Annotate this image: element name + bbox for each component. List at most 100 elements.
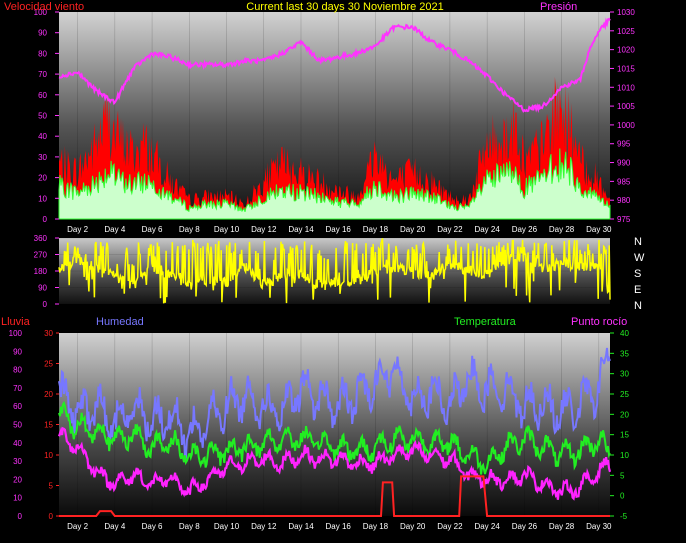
pressure-tick-label: 995 [617,140,631,149]
rain-humidity-tick-label: 70 [13,384,22,393]
wind-speed-tick-label: 60 [38,91,47,100]
x-tick-label: Day 28 [549,225,575,234]
wind-average-area [58,148,611,220]
wind-speed-label: Velocidad viento [4,1,84,13]
x-tick-label: Day 8 [179,522,200,531]
direction-axis: 0 90 180 270 360 [34,234,59,309]
wind-speed-tick-label: 30 [38,153,47,162]
temperature-tick-label: 10 [620,451,629,460]
x-tick-label: Day 28 [549,522,575,531]
direction-tick-label: 90 [38,284,47,293]
cardinal-label-n-top: N [634,236,642,248]
cardinal-label-w: W [634,252,645,264]
wind-speed-tick-label: 10 [38,194,47,203]
cardinal-label-n-bottom: N [634,300,642,312]
x-tick-label: Day 12 [251,225,277,234]
temperature-tick-label: 20 [620,410,629,419]
rain-tick-label: 20 [44,390,53,399]
x-tick-label: Day 30 [586,225,612,234]
pressure-tick-label: 985 [617,177,631,186]
pressure-tick-label: 980 [617,196,631,205]
rain-humidity-tick-label: 0 [18,512,23,521]
wind-speed-tick-label: 80 [38,49,47,58]
humidity-rain-axes: 0 10 20 30 40 50 60 70 80 90 100 0 5 10 15 20 25 30 [9,329,59,521]
dewpoint-label: Punto rocío [571,316,627,328]
humidity-line [58,347,611,459]
x-tick-label: Day 2 [67,522,88,531]
direction-tick-label: 0 [43,300,48,309]
pressure-tick-label: 990 [617,159,631,168]
cardinal-labels: N W S E N [634,236,645,312]
x-tick-label: Day 26 [512,522,538,531]
x-tick-label: Day 14 [288,522,314,531]
wind-panel-marks [58,17,611,220]
humidity-panel-marks [57,347,612,517]
rain-tick-label: 25 [44,360,53,369]
wind-panel-x-axis: Day 2 Day 4 Day 6 Day 8 Day 10 Day 12 Day 14 Da… [67,225,612,234]
x-tick-label: Day 22 [437,522,463,531]
rain-line [59,475,610,517]
rain-humidity-tick-label: 40 [13,439,22,448]
rain-humidity-tick-label: 30 [13,457,22,466]
wind-speed-tick-label: 20 [38,174,47,183]
rain-humidity-tick-label: 10 [13,494,22,503]
x-tick-label: Day 4 [104,522,125,531]
cardinal-label-e: E [634,284,641,296]
wind-speed-tick-label: 40 [38,132,47,141]
humidity-panel-grid [77,333,600,516]
pressure-tick-label: 1005 [617,102,635,111]
x-tick-label: Day 2 [67,225,88,234]
wind-speed-tick-label: 70 [38,70,47,79]
rain-tick-label: 5 [49,482,54,491]
temperature-label: Temperatura [454,316,517,328]
pressure-tick-label: 1025 [617,27,635,36]
direction-tick-label: 360 [34,234,48,243]
wind-speed-tick-label: 90 [38,29,47,38]
chart-title: Current last 30 days 30 Noviembre 2021 [246,1,444,13]
x-tick-label: Day 20 [400,522,426,531]
wind-speed-tick-label: 100 [34,8,48,17]
rain-humidity-tick-label: 90 [13,347,22,356]
temperature-tick-label: 30 [620,370,629,379]
x-tick-label: Day 10 [214,225,240,234]
pressure-tick-label: 975 [617,215,631,224]
rain-tick-label: 10 [44,451,53,460]
x-tick-label: Day 10 [214,522,240,531]
pressure-line [58,17,611,113]
rain-label: Lluvia [1,316,31,328]
x-tick-label: Day 6 [142,522,163,531]
wind-speed-axis: 0 10 20 30 40 50 60 70 80 90 100 [34,8,59,224]
rain-tick-label: 15 [44,421,53,430]
rain-humidity-tick-label: 60 [13,402,22,411]
x-tick-label: Day 4 [104,225,125,234]
temperature-tick-label: 0 [620,492,625,501]
x-tick-label: Day 8 [179,225,200,234]
direction-tick-label: 270 [34,251,48,260]
temperature-axis: -5 0 5 10 15 20 25 30 35 40 [610,329,629,521]
rain-humidity-tick-label: 100 [9,329,23,338]
rain-tick-label: 30 [44,329,53,338]
pressure-tick-label: 1015 [617,64,635,73]
x-tick-label: Day 18 [363,522,389,531]
wind-speed-tick-label: 0 [43,215,48,224]
rain-tick-label: 0 [49,512,54,521]
rain-humidity-tick-label: 80 [13,366,22,375]
x-tick-label: Day 26 [512,225,538,234]
x-tick-label: Day 6 [142,225,163,234]
temperature-tick-label: 25 [620,390,629,399]
x-tick-label: Day 20 [400,225,426,234]
humidity-label: Humedad [96,316,144,328]
rain-humidity-tick-label: 20 [13,475,22,484]
temperature-tick-label: 40 [620,329,629,338]
x-tick-label: Day 24 [474,522,500,531]
pressure-tick-label: 1000 [617,121,635,130]
x-tick-label: Day 14 [288,225,314,234]
wind-direction-line [58,238,611,304]
temperature-tick-label: 15 [620,431,629,440]
x-tick-label: Day 16 [326,522,352,531]
rain-humidity-tick-label: 50 [13,421,22,430]
x-tick-label: Day 12 [251,522,277,531]
pressure-tick-label: 1030 [617,8,635,17]
temperature-tick-label: 5 [620,471,625,480]
